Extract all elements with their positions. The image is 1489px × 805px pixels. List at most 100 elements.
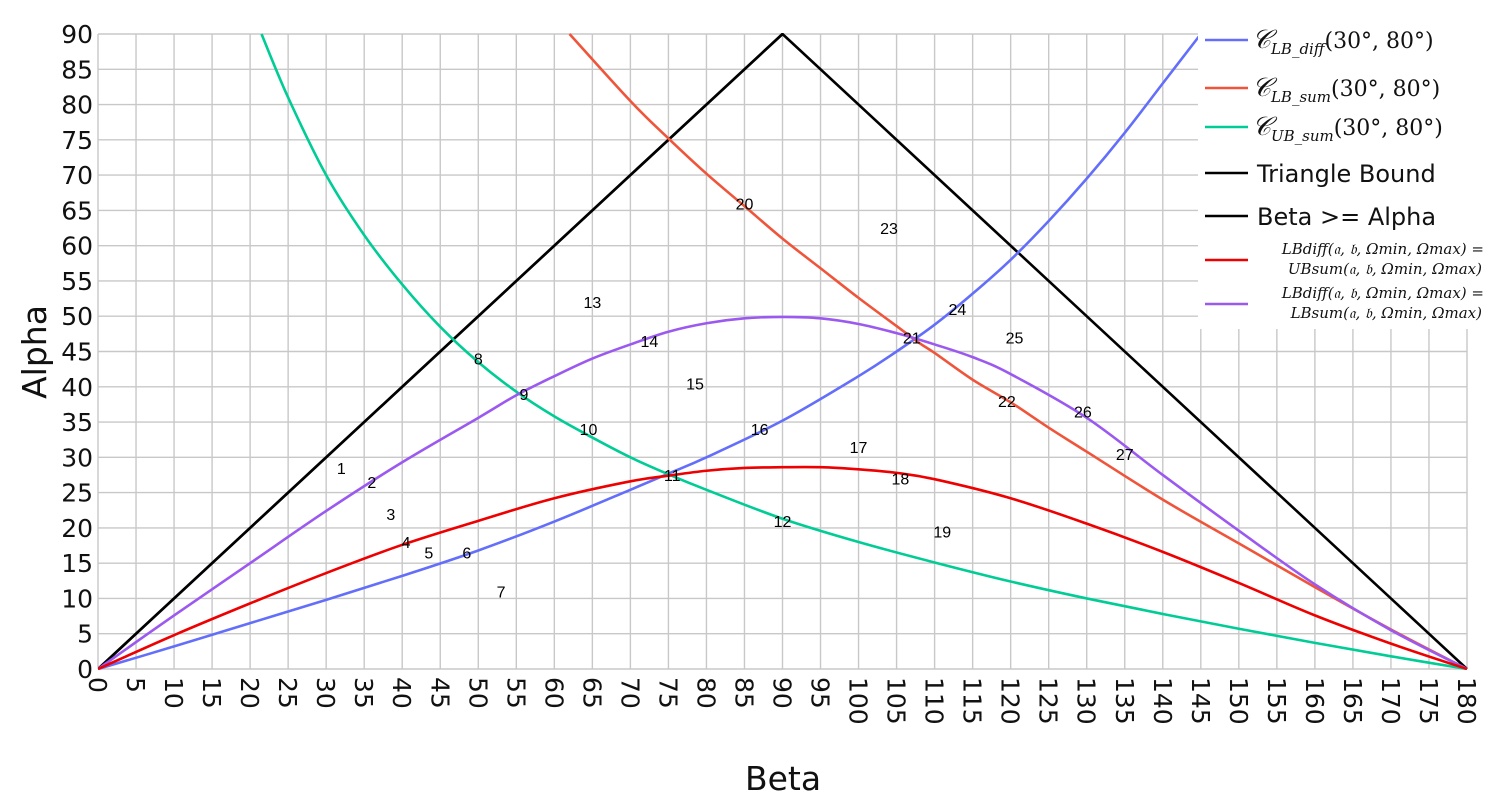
y-tick-label: 35 [61,408,93,437]
region-label: 27 [1116,447,1134,464]
y-tick-label: 75 [61,126,93,155]
legend: 𝒞LB_diff(30°, 80°) 𝒞LB_sum(30°, 80°) 𝒞UB_s… [1198,24,1487,329]
x-tick-label: 140 [1148,677,1177,725]
x-tick-label: 5 [121,677,150,693]
region-label: 8 [474,352,483,369]
x-tick-label: 35 [349,677,378,709]
y-tick-label: 5 [77,620,93,649]
series-line-6 [98,315,1468,670]
y-tick-label: 20 [61,514,93,543]
y-tick-label: 25 [61,479,93,508]
x-axis-title: Beta [745,759,821,798]
x-tick-label: 45 [425,677,454,709]
y-tick-label: 40 [61,373,93,402]
x-tick-label: 0 [83,677,112,693]
region-label: 24 [949,302,967,319]
x-tick-labels: 0 5 10 15 20 25 30 35 40 45 50 55 60 65 70 75 80 85 90 95 10… [83,677,1481,725]
x-tick-label: 65 [577,677,606,709]
x-tick-label: 30 [311,677,340,709]
legend-label: 𝒞LB_diff(30°, 80°) [1252,25,1434,58]
x-tick-label: 90 [768,677,797,709]
y-tick-label: 55 [61,267,93,296]
region-label: 7 [497,584,506,601]
y-tick-label: 90 [61,20,93,49]
x-tick-label: 50 [463,677,492,709]
legend-label: Triangle Bound [1256,160,1436,188]
region-label: 13 [583,295,601,312]
region-label: 25 [1006,330,1024,347]
x-tick-label: 85 [729,677,758,709]
series-line-1 [568,33,1468,670]
region-label: 11 [664,468,681,485]
x-tick-label: 10 [159,677,188,709]
region-label: 18 [891,472,909,489]
legend-label-line2: LBsum(𝔞, 𝔟, Ωmin, Ωmax) [1290,304,1483,322]
legend-label-line1: LBdiff(𝔞, 𝔟, Ωmin, Ωmax) = [1281,284,1484,302]
region-label: 23 [880,221,898,238]
x-tick-label: 100 [844,677,873,725]
region-label: 22 [998,394,1016,411]
region-label: 12 [774,514,792,531]
legend-label: Beta >= Alpha [1257,203,1436,231]
y-tick-label: 65 [61,196,93,225]
region-label: 19 [933,524,951,541]
y-tick-label: 70 [61,161,93,190]
x-tick-label: 120 [996,677,1025,725]
y-tick-label: 0 [77,655,93,684]
x-tick-label: 170 [1376,677,1405,725]
x-tick-label: 105 [882,677,911,725]
x-tick-label: 95 [806,677,835,709]
x-tick-label: 75 [653,677,682,709]
region-label: 4 [402,535,411,552]
x-tick-label: 145 [1186,677,1215,725]
legend-label-line1: LBdiff(𝔞, 𝔟, Ωmin, Ωmax) = [1281,240,1484,258]
y-tick-label: 85 [61,55,93,84]
region-label: 3 [386,507,395,524]
legend-label: 𝒞LB_sum(30°, 80°) [1252,73,1440,106]
region-label: 20 [736,196,754,213]
region-label: 26 [1074,404,1092,421]
legend-label: 𝒞UB_sum(30°, 80°) [1252,112,1443,145]
region-label: 17 [850,440,868,457]
x-tick-label: 155 [1262,677,1291,725]
region-label: 16 [751,422,769,439]
y-tick-label: 80 [61,91,93,120]
legend-background [1198,24,1487,329]
y-tick-label: 30 [61,443,93,472]
region-label: 10 [580,422,598,439]
x-tick-label: 165 [1338,677,1367,725]
x-tick-label: 160 [1300,677,1329,725]
y-tick-label: 60 [61,232,93,261]
region-label: 14 [641,334,659,351]
x-tick-label: 25 [273,677,302,709]
region-label: 21 [903,330,921,347]
x-tick-label: 55 [501,677,530,709]
region-label: 2 [367,475,376,492]
x-tick-label: 15 [197,677,226,709]
legend-label-line2: UBsum(𝔞, 𝔟, Ωmin, Ωmax) [1288,260,1482,278]
y-axis-title: Alpha [15,305,54,399]
x-tick-label: 150 [1224,677,1253,725]
y-tick-label: 15 [61,549,93,578]
y-tick-label: 50 [61,302,93,331]
series-line-5 [98,465,1468,670]
y-tick-labels: 0 5 10 15 20 25 30 35 40 45 50 55 60 65 70 75 80 85 90 [61,20,93,684]
series-line-2 [260,33,1468,670]
y-tick-label: 45 [61,338,93,367]
region-label: 6 [462,546,471,563]
x-tick-label: 20 [235,677,264,709]
x-tick-label: 135 [1110,677,1139,725]
x-tick-label: 175 [1414,677,1443,725]
region-label: 9 [519,387,528,404]
x-tick-label: 80 [691,677,720,709]
region-label: 1 [337,461,346,478]
x-tick-label: 40 [387,677,416,709]
x-tick-label: 130 [1072,677,1101,725]
region-label: 15 [686,376,704,393]
y-tick-label: 10 [61,584,93,613]
x-tick-label: 70 [615,677,644,709]
x-tick-label: 180 [1452,677,1481,725]
region-label: 5 [424,546,433,563]
